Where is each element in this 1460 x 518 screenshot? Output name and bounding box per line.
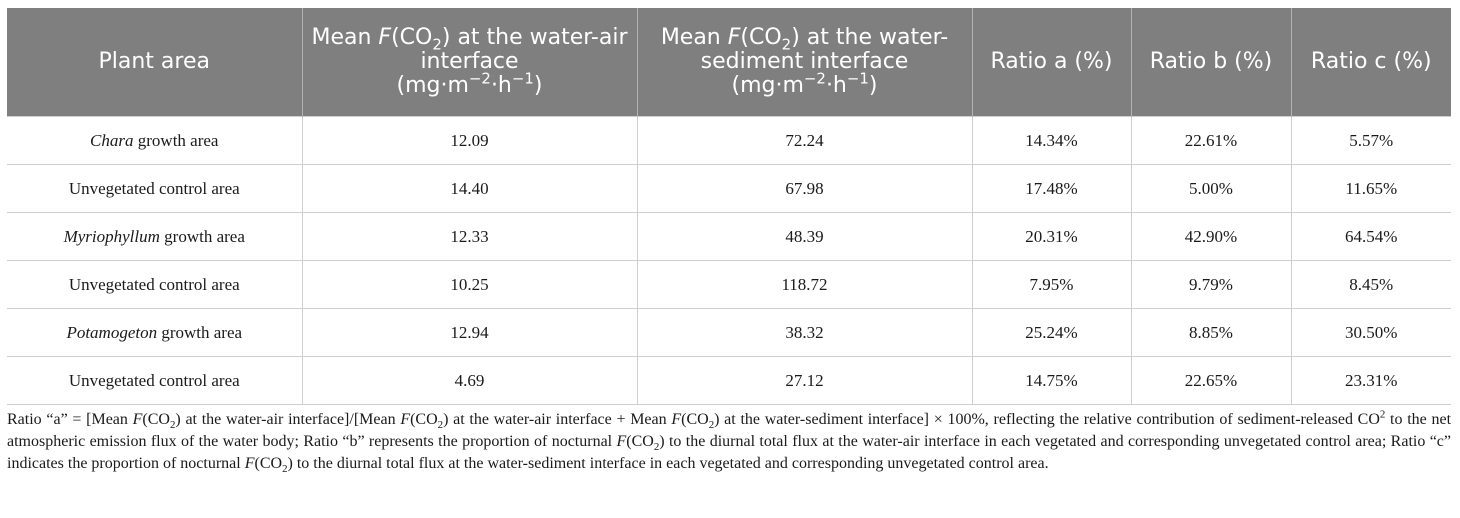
table-row: Potamogeton growth area 12.94 38.32 25.2… [7, 308, 1451, 357]
cell-ratio-c: 64.54% [1290, 212, 1451, 261]
cell-ratio-a: 14.34% [971, 116, 1131, 165]
table-container: Plant area Mean F(CO2) at the water-air … [7, 8, 1451, 405]
table-row: Myriophyllum growth area 12.33 48.39 20.… [7, 212, 1451, 261]
header-mean-water-sediment: Mean F(CO2) at the water-sediment interf… [636, 8, 972, 117]
cell-water-air: 4.69 [301, 356, 637, 405]
cell-water-air: 10.25 [301, 260, 637, 309]
cell-water-sediment: 27.12 [636, 356, 972, 405]
table-row: Chara growth area 12.09 72.24 14.34% 22.… [7, 116, 1451, 165]
table-row: Unvegetated control area 14.40 67.98 17.… [7, 164, 1451, 213]
cell-water-air: 12.33 [301, 212, 637, 261]
cell-ratio-a: 25.24% [971, 308, 1131, 357]
header-ratio-c: Ratio c (%) [1290, 8, 1451, 117]
cell-water-sediment: 38.32 [636, 308, 972, 357]
cell-ratio-c: 8.45% [1290, 260, 1451, 309]
cell-plant-area: Unvegetated control area [7, 356, 302, 405]
cell-plant-area: Unvegetated control area [7, 260, 302, 309]
cell-plant-area: Unvegetated control area [7, 164, 302, 213]
cell-ratio-c: 11.65% [1290, 164, 1451, 213]
cell-plant-area: Potamogeton growth area [7, 308, 302, 357]
data-table: Plant area Mean F(CO2) at the water-air … [7, 8, 1451, 405]
header-plant-area: Plant area [7, 8, 302, 117]
cell-water-air: 12.94 [301, 308, 637, 357]
cell-ratio-b: 22.65% [1130, 356, 1291, 405]
cell-water-air: 14.40 [301, 164, 637, 213]
table-row: Unvegetated control area 10.25 118.72 7.… [7, 260, 1451, 309]
cell-plant-area: Chara growth area [7, 116, 302, 165]
table-body: Chara growth area 12.09 72.24 14.34% 22.… [7, 116, 1451, 405]
cell-ratio-a: 7.95% [971, 260, 1131, 309]
cell-water-sediment: 72.24 [636, 116, 972, 165]
header-row: Plant area Mean F(CO2) at the water-air … [7, 8, 1451, 117]
table-row: Unvegetated control area 4.69 27.12 14.7… [7, 356, 1451, 405]
cell-plant-area: Myriophyllum growth area [7, 212, 302, 261]
header-ratio-a: Ratio a (%) [971, 8, 1131, 117]
cell-ratio-c: 5.57% [1290, 116, 1451, 165]
cell-water-air: 12.09 [301, 116, 637, 165]
cell-ratio-b: 8.85% [1130, 308, 1291, 357]
table-header: Plant area Mean F(CO2) at the water-air … [7, 8, 1451, 117]
header-ratio-b: Ratio b (%) [1130, 8, 1291, 117]
table-footnote: Ratio “a” = [Mean F(CO2) at the water-ai… [7, 408, 1452, 476]
cell-water-sediment: 48.39 [636, 212, 972, 261]
cell-ratio-a: 20.31% [971, 212, 1131, 261]
cell-ratio-a: 14.75% [971, 356, 1131, 405]
cell-water-sediment: 67.98 [636, 164, 972, 213]
cell-ratio-b: 22.61% [1130, 116, 1291, 165]
cell-ratio-b: 42.90% [1130, 212, 1291, 261]
cell-ratio-a: 17.48% [971, 164, 1131, 213]
cell-water-sediment: 118.72 [636, 260, 972, 309]
cell-ratio-b: 9.79% [1130, 260, 1291, 309]
cell-ratio-c: 30.50% [1290, 308, 1451, 357]
cell-ratio-b: 5.00% [1130, 164, 1291, 213]
header-mean-water-air: Mean F(CO2) at the water-air interface (m… [301, 8, 637, 117]
cell-ratio-c: 23.31% [1290, 356, 1451, 405]
